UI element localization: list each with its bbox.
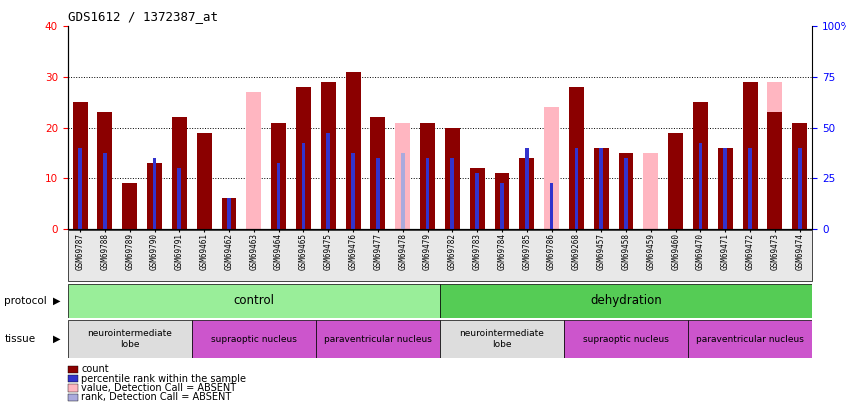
Bar xyxy=(470,168,485,229)
Bar xyxy=(569,87,584,229)
Bar xyxy=(718,148,733,229)
Bar xyxy=(123,183,137,229)
Bar xyxy=(445,128,459,229)
Bar xyxy=(693,102,708,229)
Bar xyxy=(798,148,802,229)
Bar xyxy=(316,320,440,358)
Text: supraoptic nucleus: supraoptic nucleus xyxy=(583,335,669,344)
Bar xyxy=(525,148,529,229)
Text: neurointermediate
lobe: neurointermediate lobe xyxy=(87,330,172,349)
Bar xyxy=(426,158,430,229)
Bar xyxy=(376,158,380,229)
Text: paraventricular nucleus: paraventricular nucleus xyxy=(696,335,804,344)
Bar xyxy=(351,153,355,229)
Bar xyxy=(475,173,479,229)
Bar xyxy=(272,122,286,229)
Bar xyxy=(321,82,336,229)
Bar xyxy=(688,320,812,358)
Bar xyxy=(246,92,261,229)
Bar xyxy=(500,183,504,229)
Bar xyxy=(178,168,181,229)
Bar xyxy=(172,117,187,229)
Bar xyxy=(152,158,157,229)
Text: tissue: tissue xyxy=(4,334,36,344)
Bar xyxy=(395,122,410,229)
Bar xyxy=(564,320,688,358)
Bar xyxy=(495,173,509,229)
Bar xyxy=(440,320,564,358)
Text: paraventricular nucleus: paraventricular nucleus xyxy=(324,335,431,344)
Bar xyxy=(644,153,658,229)
Bar xyxy=(222,201,236,229)
Bar xyxy=(277,163,281,229)
Bar xyxy=(544,107,559,229)
Bar xyxy=(227,201,231,229)
Text: dehydration: dehydration xyxy=(591,294,662,307)
Text: percentile rank within the sample: percentile rank within the sample xyxy=(81,374,246,384)
Bar xyxy=(773,158,777,229)
Bar xyxy=(301,143,305,229)
Bar xyxy=(147,163,162,229)
Bar xyxy=(599,148,603,229)
Bar xyxy=(222,198,236,229)
Bar xyxy=(227,198,231,229)
Bar xyxy=(371,117,385,229)
Bar xyxy=(197,133,212,229)
Bar xyxy=(420,122,435,229)
Text: control: control xyxy=(233,294,274,307)
Text: neurointermediate
lobe: neurointermediate lobe xyxy=(459,330,544,349)
Text: count: count xyxy=(81,364,109,374)
Bar xyxy=(550,183,553,229)
Bar xyxy=(346,72,360,229)
Bar xyxy=(68,284,440,318)
Bar xyxy=(401,153,404,229)
Bar xyxy=(668,133,683,229)
Bar xyxy=(767,112,783,229)
Bar xyxy=(793,122,807,229)
Bar xyxy=(743,82,757,229)
Bar xyxy=(618,153,634,229)
Bar xyxy=(440,284,812,318)
Bar xyxy=(73,102,87,229)
Bar xyxy=(97,112,113,229)
Text: value, Detection Call = ABSENT: value, Detection Call = ABSENT xyxy=(81,383,236,393)
Bar xyxy=(68,320,192,358)
Bar xyxy=(748,148,752,229)
Bar xyxy=(450,158,454,229)
Bar xyxy=(78,148,82,229)
Text: protocol: protocol xyxy=(4,296,47,306)
Bar xyxy=(699,143,702,229)
Text: ▶: ▶ xyxy=(53,334,61,344)
Bar xyxy=(103,153,107,229)
Text: rank, Detection Call = ABSENT: rank, Detection Call = ABSENT xyxy=(81,392,232,402)
Text: supraoptic nucleus: supraoptic nucleus xyxy=(211,335,297,344)
Text: ▶: ▶ xyxy=(53,296,61,306)
Bar xyxy=(624,158,628,229)
Text: GDS1612 / 1372387_at: GDS1612 / 1372387_at xyxy=(68,10,217,23)
Bar xyxy=(594,148,608,229)
Bar xyxy=(192,320,316,358)
Bar xyxy=(327,133,330,229)
Bar xyxy=(550,183,553,229)
Bar xyxy=(296,87,310,229)
Bar xyxy=(767,82,783,229)
Bar xyxy=(519,158,534,229)
Bar xyxy=(574,148,579,229)
Bar xyxy=(723,148,728,229)
